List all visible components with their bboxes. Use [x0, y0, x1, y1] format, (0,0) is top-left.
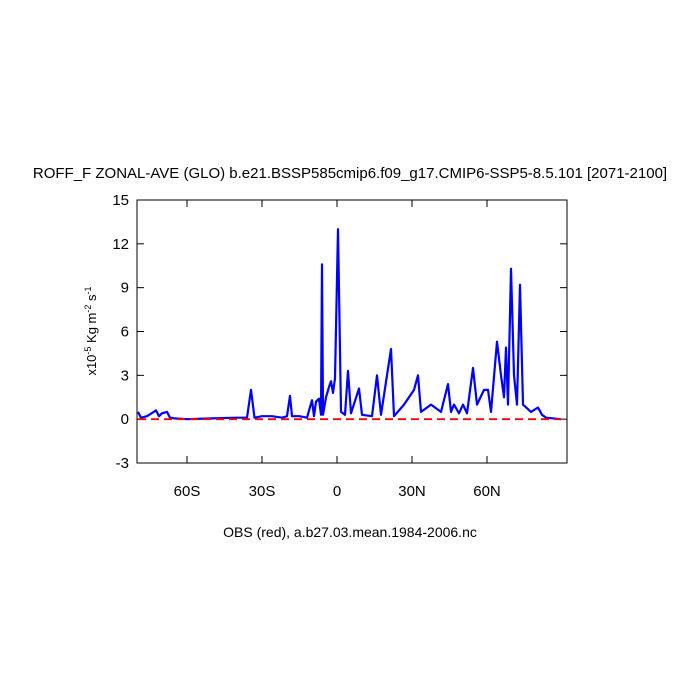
- plot-frame: [136, 199, 568, 464]
- y-axis-label-part: -1: [83, 286, 93, 294]
- y-axis-label-part: x10: [84, 355, 99, 376]
- x-tick-label: 30S: [249, 483, 276, 500]
- y-tick-label: 6: [121, 324, 129, 341]
- y-axis-label-part: s: [84, 294, 99, 305]
- x-tick-label: 0: [333, 483, 341, 500]
- footer-note: OBS (red), a.b27.03.mean.1984-2006.nc: [223, 524, 477, 540]
- x-tick-label: 60N: [473, 483, 501, 500]
- y-tick-label: 3: [121, 367, 129, 384]
- y-tick-label: -3: [116, 455, 129, 472]
- y-axis-label: x10-5 Kg m-2 s-1: [83, 286, 99, 375]
- y-tick-label: 15: [112, 192, 129, 209]
- chart-title: ROFF_F ZONAL-AVE (GLO) b.e21.BSSP585cmip…: [33, 165, 667, 182]
- y-tick-label: 12: [112, 236, 129, 253]
- x-tick-label: 60S: [174, 483, 201, 500]
- x-tick-label: 30N: [398, 483, 426, 500]
- y-tick-label: 0: [121, 411, 129, 428]
- y-axis-label-part: -5: [83, 347, 93, 355]
- data-line: [137, 228, 562, 421]
- y-axis-label-part: Kg m: [84, 313, 99, 347]
- y-axis-label-part: -2: [83, 305, 93, 313]
- y-tick-label: 9: [121, 280, 129, 297]
